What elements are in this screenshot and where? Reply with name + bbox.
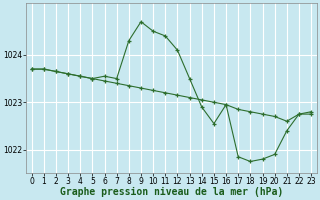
X-axis label: Graphe pression niveau de la mer (hPa): Graphe pression niveau de la mer (hPa) xyxy=(60,187,283,197)
